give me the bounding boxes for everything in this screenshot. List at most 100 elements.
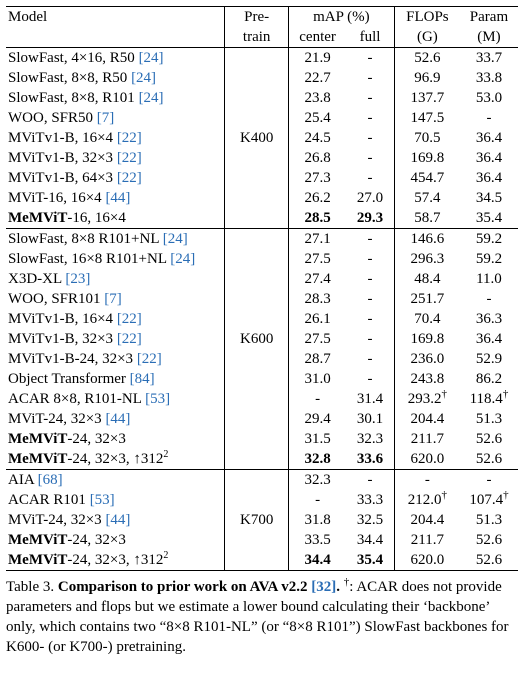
citation-link[interactable]: [24] bbox=[162, 231, 188, 247]
citation-link[interactable]: [24] bbox=[131, 70, 157, 86]
cell-pretrain bbox=[224, 249, 289, 269]
cell-pretrain bbox=[224, 349, 289, 369]
cell-map-full: 31.4 bbox=[356, 391, 384, 407]
cell-param: 36.4 bbox=[475, 170, 503, 186]
table-row: SlowFast, 8×8, R101 [24] 23.8 - 137.7 53.0 bbox=[6, 88, 518, 108]
cell-model: AIA [68] bbox=[6, 469, 225, 490]
cell-flops: 211.7 bbox=[393, 429, 460, 449]
table-container: Model Pre- mAP (%) FLOPs Param train cen… bbox=[6, 6, 518, 657]
cell-flops: 52.6 bbox=[393, 47, 460, 68]
cell-model: ACAR 8×8, R101-NL [53] bbox=[6, 389, 225, 409]
citation-link[interactable]: [24] bbox=[170, 251, 196, 267]
cell-pretrain bbox=[224, 148, 289, 168]
cell-flops: 48.4 bbox=[393, 269, 460, 289]
cell-flops: 70.5 bbox=[393, 128, 460, 148]
cell-map-center: 24.5 bbox=[304, 130, 331, 146]
cell-flops: 137.7 bbox=[393, 88, 460, 108]
cell-flops: 146.6 bbox=[393, 228, 460, 249]
cell-flops: 211.7 bbox=[393, 530, 460, 550]
table-row: MeMViT-24, 32×3, ↑3122 34.4 35.4 620.0 52.6 bbox=[6, 550, 518, 571]
comparison-table: Model Pre- mAP (%) FLOPs Param train cen… bbox=[6, 6, 518, 571]
dagger-mark: † bbox=[502, 388, 509, 400]
citation-link[interactable]: [22] bbox=[116, 331, 142, 347]
cell-map-full: 30.1 bbox=[356, 411, 384, 427]
cell-pretrain bbox=[224, 208, 289, 229]
cell-pretrain: K700 bbox=[224, 510, 289, 530]
model-name: -24, 32×3 bbox=[67, 431, 126, 447]
citation-link[interactable]: [24] bbox=[138, 50, 164, 66]
table-row: WOO, SFR101 [7] 28.3 - 251.7 - bbox=[6, 289, 518, 309]
cell-map-full: - bbox=[367, 150, 373, 166]
cell-model: SlowFast, 4×16, R50 [24] bbox=[6, 48, 225, 69]
citation-link[interactable]: [22] bbox=[116, 130, 142, 146]
cell-flops: 620.0 bbox=[393, 449, 460, 470]
citation-link[interactable]: [44] bbox=[105, 411, 131, 427]
cell-flops: 58.7 bbox=[393, 208, 460, 229]
cell-model: MeMViT-24, 32×3 bbox=[6, 530, 225, 550]
table-row: MViT-24, 32×3 [44] K700 31.8 32.5 204.4 51.3 bbox=[6, 510, 518, 530]
cell-map-center: 25.4 bbox=[304, 110, 331, 126]
model-name: MViT-24, 32×3 bbox=[8, 512, 106, 528]
citation-link[interactable]: [22] bbox=[116, 150, 142, 166]
table-row: MeMViT-16, 16×4 28.5 29.3 58.7 35.4 bbox=[6, 208, 518, 229]
cell-map-center: 28.3 bbox=[304, 291, 331, 307]
cell-map-full: - bbox=[367, 271, 373, 287]
cell-map-center: 26.8 bbox=[304, 150, 331, 166]
citation-link[interactable]: [22] bbox=[116, 170, 142, 186]
cell-map-center: 32.8 bbox=[304, 451, 331, 467]
model-name: SlowFast, 8×8, R50 bbox=[8, 70, 132, 86]
cell-map-full: 34.4 bbox=[356, 532, 384, 548]
citation-link[interactable]: [44] bbox=[105, 512, 131, 528]
table-row: MViTv1-B, 64×3 [22] 27.3 - 454.7 36.4 bbox=[6, 168, 518, 188]
cell-model: X3D-XL [23] bbox=[6, 269, 225, 289]
table-row: Object Transformer [84] 31.0 - 243.8 86.2 bbox=[6, 369, 518, 389]
cell-model: MViTv1-B-24, 32×3 [22] bbox=[6, 349, 225, 369]
citation-link[interactable]: [7] bbox=[104, 291, 122, 307]
citation-link[interactable]: [53] bbox=[89, 492, 115, 508]
model-name: -24, 32×3, ↑312 bbox=[67, 451, 164, 467]
cell-map-center: 26.2 bbox=[304, 190, 331, 206]
cell-param: 36.3 bbox=[475, 311, 503, 327]
citation-link[interactable]: [22] bbox=[116, 311, 142, 327]
header-pretrain-line2: train bbox=[224, 27, 289, 48]
table-row: X3D-XL [23] 27.4 - 48.4 11.0 bbox=[6, 269, 518, 289]
citation-link[interactable]: [22] bbox=[136, 351, 162, 367]
citation-link[interactable]: [23] bbox=[65, 271, 91, 287]
cell-map-full: 33.6 bbox=[356, 451, 384, 467]
model-name-bold: MeMViT bbox=[8, 210, 68, 226]
model-name: Object Transformer bbox=[8, 371, 130, 387]
citation-link[interactable]: [44] bbox=[105, 190, 131, 206]
cell-map-full: - bbox=[367, 351, 373, 367]
cell-model: WOO, SFR50 [7] bbox=[6, 108, 225, 128]
cell-flops: 169.8 bbox=[393, 329, 460, 349]
table-row: SlowFast, 4×16, R50 [24] 21.9 - 52.6 33.7 bbox=[6, 47, 518, 69]
dagger-mark: † bbox=[441, 388, 448, 400]
cell-model: SlowFast, 8×8, R101 [24] bbox=[6, 88, 225, 108]
model-name-bold: MeMViT bbox=[8, 431, 68, 447]
citation-link[interactable]: [53] bbox=[145, 391, 171, 407]
cell-model: MeMViT-24, 32×3 bbox=[6, 429, 225, 449]
cell-map-center: 28.5 bbox=[304, 210, 331, 226]
table-row: SlowFast, 8×8, R50 [24] 22.7 - 96.9 33.8 bbox=[6, 68, 518, 88]
cell-map-center: 31.5 bbox=[304, 431, 331, 447]
citation-link[interactable]: [24] bbox=[138, 90, 164, 106]
cell-param: 118.4† bbox=[469, 388, 509, 408]
caption-citation[interactable]: [32] bbox=[311, 579, 337, 595]
citation-link[interactable]: [7] bbox=[96, 110, 115, 126]
table-row: MeMViT-24, 32×3, ↑3122 32.8 33.6 620.0 52.6 bbox=[6, 449, 518, 470]
cell-map-center: 28.7 bbox=[304, 351, 331, 367]
cell-map-full: 27.0 bbox=[356, 190, 384, 206]
table-row: MViTv1-B, 16×4 [22] 26.1 - 70.4 36.3 bbox=[6, 309, 518, 329]
model-name: SlowFast, 4×16, R50 bbox=[8, 50, 139, 66]
table-row: SlowFast, 16×8 R101+NL [24] 27.5 - 296.3 59.… bbox=[6, 249, 518, 269]
model-name-bold: MeMViT bbox=[8, 451, 68, 467]
caption-title: Comparison to prior work on AVA v2.2 [32… bbox=[57, 579, 340, 595]
model-name: MViTv1-B, 32×3 bbox=[8, 331, 117, 347]
cell-flops: 243.8 bbox=[393, 369, 460, 389]
citation-link[interactable]: [84] bbox=[129, 371, 155, 387]
cell-pretrain bbox=[224, 369, 289, 389]
table-row: MeMViT-24, 32×3 31.5 32.3 211.7 52.6 bbox=[6, 429, 518, 449]
citation-link[interactable]: [68] bbox=[37, 472, 63, 488]
cell-pretrain bbox=[224, 47, 289, 68]
model-name: -24, 32×3, ↑312 bbox=[67, 552, 164, 568]
